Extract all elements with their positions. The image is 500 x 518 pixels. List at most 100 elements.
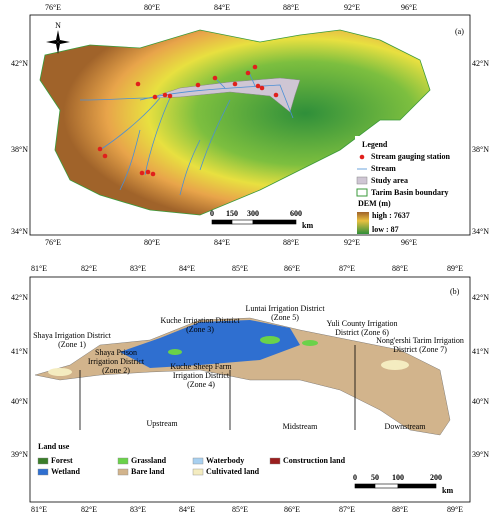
legend-label: Stream gauging station	[371, 152, 451, 161]
legend-box	[355, 136, 468, 233]
reach-dividers	[79, 345, 356, 430]
legend-label: Stream	[371, 164, 396, 173]
zone-label: District (Zone 6)	[335, 328, 389, 337]
zone-label: Kuche Irrigation District	[160, 316, 240, 325]
lat-label: 34°N	[472, 227, 489, 236]
zone-label: (Zone 3)	[186, 325, 214, 334]
cultivated	[48, 360, 409, 376]
lon-label: 81°E	[31, 264, 47, 273]
scale-label: 100	[392, 473, 404, 482]
lon-label: 84°E	[179, 264, 195, 273]
legend-label: high : 7637	[372, 211, 410, 220]
lon-label: 83°E	[130, 505, 146, 514]
lon-label: 89°E	[447, 264, 463, 273]
legend-label: Wetland	[51, 467, 80, 476]
lon-label: 85°E	[232, 264, 248, 273]
lat-label: 42°N	[11, 59, 28, 68]
lon-label: 76°E	[45, 3, 61, 12]
lon-label: 88°E	[392, 505, 408, 514]
zone-label: (Zone 5)	[271, 313, 299, 322]
lon-label: 96°E	[401, 3, 417, 12]
lat-label: 42°N	[11, 293, 28, 302]
legend-swatch	[269, 457, 281, 465]
zone-label: Irrigation District	[173, 371, 230, 380]
zone-label: Yuli County Irrigation	[326, 319, 397, 328]
scale-label: 0	[353, 473, 357, 482]
lat-label: 39°N	[11, 450, 28, 459]
lon-label: 88°E	[283, 3, 299, 12]
tarim-basin	[39, 29, 431, 216]
lat-label: 40°N	[11, 397, 28, 406]
lat-label: 38°N	[11, 145, 28, 154]
zone-label: (Zone 4)	[187, 380, 215, 389]
zone-label: Kuche Sheep Farm	[170, 362, 232, 371]
lon-label: 80°E	[144, 3, 160, 12]
scale-label: 600	[290, 209, 302, 218]
legend-label: Grassland	[131, 456, 167, 465]
panel-label: (a)	[455, 27, 464, 36]
reach-label: Midstream	[283, 422, 318, 431]
lon-label: 82°E	[81, 505, 97, 514]
lon-label: 87°E	[339, 264, 355, 273]
lon-label: 82°E	[81, 264, 97, 273]
zone-label: Shaya Irrigation District	[33, 331, 112, 340]
lon-label: 76°E	[45, 238, 61, 247]
zone-label: Shaya Prison	[95, 348, 137, 357]
zone-label: District (Zone 7)	[393, 345, 447, 354]
legend-label: Forest	[51, 456, 73, 465]
scale-bar-b	[354, 483, 437, 489]
legend-label: Construction land	[283, 456, 346, 465]
lon-label: 84°E	[179, 505, 195, 514]
dem-ramp	[357, 212, 369, 234]
lon-label: 87°E	[339, 505, 355, 514]
legend-swatch	[192, 457, 204, 465]
zone-label: Nong'ershi Tarim Irrigation	[376, 336, 464, 345]
scale-label: 150	[226, 209, 238, 218]
lat-label: 42°N	[472, 59, 489, 68]
zone-label: (Zone 2)	[102, 366, 130, 375]
legend-title: Land use	[38, 442, 70, 451]
panel-a-frame	[29, 14, 471, 236]
legend-swatch	[356, 176, 368, 185]
legend-label: low : 87	[372, 225, 399, 234]
scale-unit: km	[302, 221, 313, 230]
legend-label: Waterbody	[206, 456, 244, 465]
reach-label: Upstream	[146, 419, 178, 428]
legend-swatch	[356, 188, 368, 197]
legend-label: Study area	[371, 176, 408, 185]
legend-swatch	[37, 457, 49, 465]
lon-label: 86°E	[284, 505, 300, 514]
lon-label: 83°E	[130, 264, 146, 273]
lon-label: 84°E	[214, 238, 230, 247]
scale-label: 50	[371, 473, 379, 482]
scale-label: 200	[430, 473, 442, 482]
scale-bar-a	[211, 219, 297, 225]
legend-swatch	[117, 468, 129, 476]
north-label: N	[55, 21, 61, 30]
scale-unit: km	[442, 486, 453, 495]
lon-label: 81°E	[31, 505, 47, 514]
lat-label: 41°N	[472, 347, 489, 356]
lon-label: 86°E	[284, 264, 300, 273]
lon-label: 80°E	[144, 238, 160, 247]
lon-label: 88°E	[392, 264, 408, 273]
wetland	[120, 320, 300, 368]
panel-label: (b)	[450, 287, 460, 296]
legend-swatch	[192, 468, 204, 476]
scale-label: 300	[247, 209, 259, 218]
reach-label: Downstream	[385, 422, 427, 431]
legend-title: Legend	[362, 140, 388, 149]
lat-label: 40°N	[472, 397, 489, 406]
scale-label: 0	[210, 209, 214, 218]
lon-label: 85°E	[232, 505, 248, 514]
grassland	[168, 336, 318, 355]
lat-label: 39°N	[472, 450, 489, 459]
legend-swatch	[37, 468, 49, 476]
lat-label: 34°N	[11, 227, 28, 236]
legend-swatch	[359, 154, 365, 160]
lat-label: 42°N	[472, 293, 489, 302]
lon-label: 88°E	[283, 238, 299, 247]
zone-label: Luntai Irrigation District	[245, 304, 325, 313]
legend-swatch	[117, 457, 129, 465]
